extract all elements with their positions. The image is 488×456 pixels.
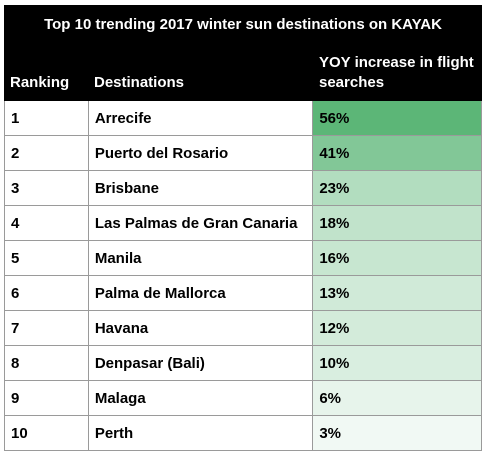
ranking-cell: 7: [5, 311, 89, 345]
ranking-cell: 8: [5, 346, 89, 380]
yoy-increase-cell: 56%: [313, 101, 482, 135]
header-row: Ranking Destinations YOY increase in fli…: [4, 45, 482, 101]
table-row: 1 Arrecife 56%: [5, 101, 482, 136]
table-row: 6 Palma de Mallorca 13%: [5, 276, 482, 311]
yoy-increase-cell: 16%: [313, 241, 482, 275]
destination-cell: Manila: [89, 241, 314, 275]
yoy-increase-cell: 12%: [313, 311, 482, 345]
destination-cell: Puerto del Rosario: [89, 136, 314, 170]
table-row: 5 Manila 16%: [5, 241, 482, 276]
ranking-cell: 1: [5, 101, 89, 135]
ranking-cell: 4: [5, 206, 89, 240]
yoy-increase-cell: 23%: [313, 171, 482, 205]
yoy-increase-cell: 6%: [313, 381, 482, 415]
destination-cell: Malaga: [89, 381, 314, 415]
ranking-cell: 6: [5, 276, 89, 310]
destination-cell: Palma de Mallorca: [89, 276, 314, 310]
yoy-increase-cell: 41%: [313, 136, 482, 170]
destination-cell: Arrecife: [89, 101, 314, 135]
table-title: Top 10 trending 2017 winter sun destinat…: [4, 5, 482, 45]
ranking-cell: 5: [5, 241, 89, 275]
ranking-cell: 10: [5, 416, 89, 450]
table-row: 3 Brisbane 23%: [5, 171, 482, 206]
yoy-increase-cell: 10%: [313, 346, 482, 380]
destination-cell: Perth: [89, 416, 314, 450]
ranking-cell: 9: [5, 381, 89, 415]
destination-cell: Las Palmas de Gran Canaria: [89, 206, 314, 240]
table-row: 7 Havana 12%: [5, 311, 482, 346]
yoy-increase-cell: 3%: [313, 416, 482, 450]
destination-cell: Brisbane: [89, 171, 314, 205]
table-row: 9 Malaga 6%: [5, 381, 482, 416]
table-row: 10 Perth 3%: [5, 416, 482, 451]
trending-destinations-table: Top 10 trending 2017 winter sun destinat…: [4, 5, 482, 451]
destination-cell: Denpasar (Bali): [89, 346, 314, 380]
ranking-cell: 3: [5, 171, 89, 205]
yoy-increase-cell: 13%: [313, 276, 482, 310]
table-row: 8 Denpasar (Bali) 10%: [5, 346, 482, 381]
ranking-cell: 2: [5, 136, 89, 170]
table-body: 1 Arrecife 56% 2 Puerto del Rosario 41% 3 Brisb…: [4, 101, 482, 451]
header-destinations: Destinations: [94, 74, 185, 91]
destination-cell: Havana: [89, 311, 314, 345]
header-ranking: Ranking: [10, 74, 70, 91]
header-yoy-increase: YOY increase in flight searches: [319, 54, 474, 91]
table-row: 2 Puerto del Rosario 41%: [5, 136, 482, 171]
table-row: 4 Las Palmas de Gran Canaria 18%: [5, 206, 482, 241]
yoy-increase-cell: 18%: [313, 206, 482, 240]
